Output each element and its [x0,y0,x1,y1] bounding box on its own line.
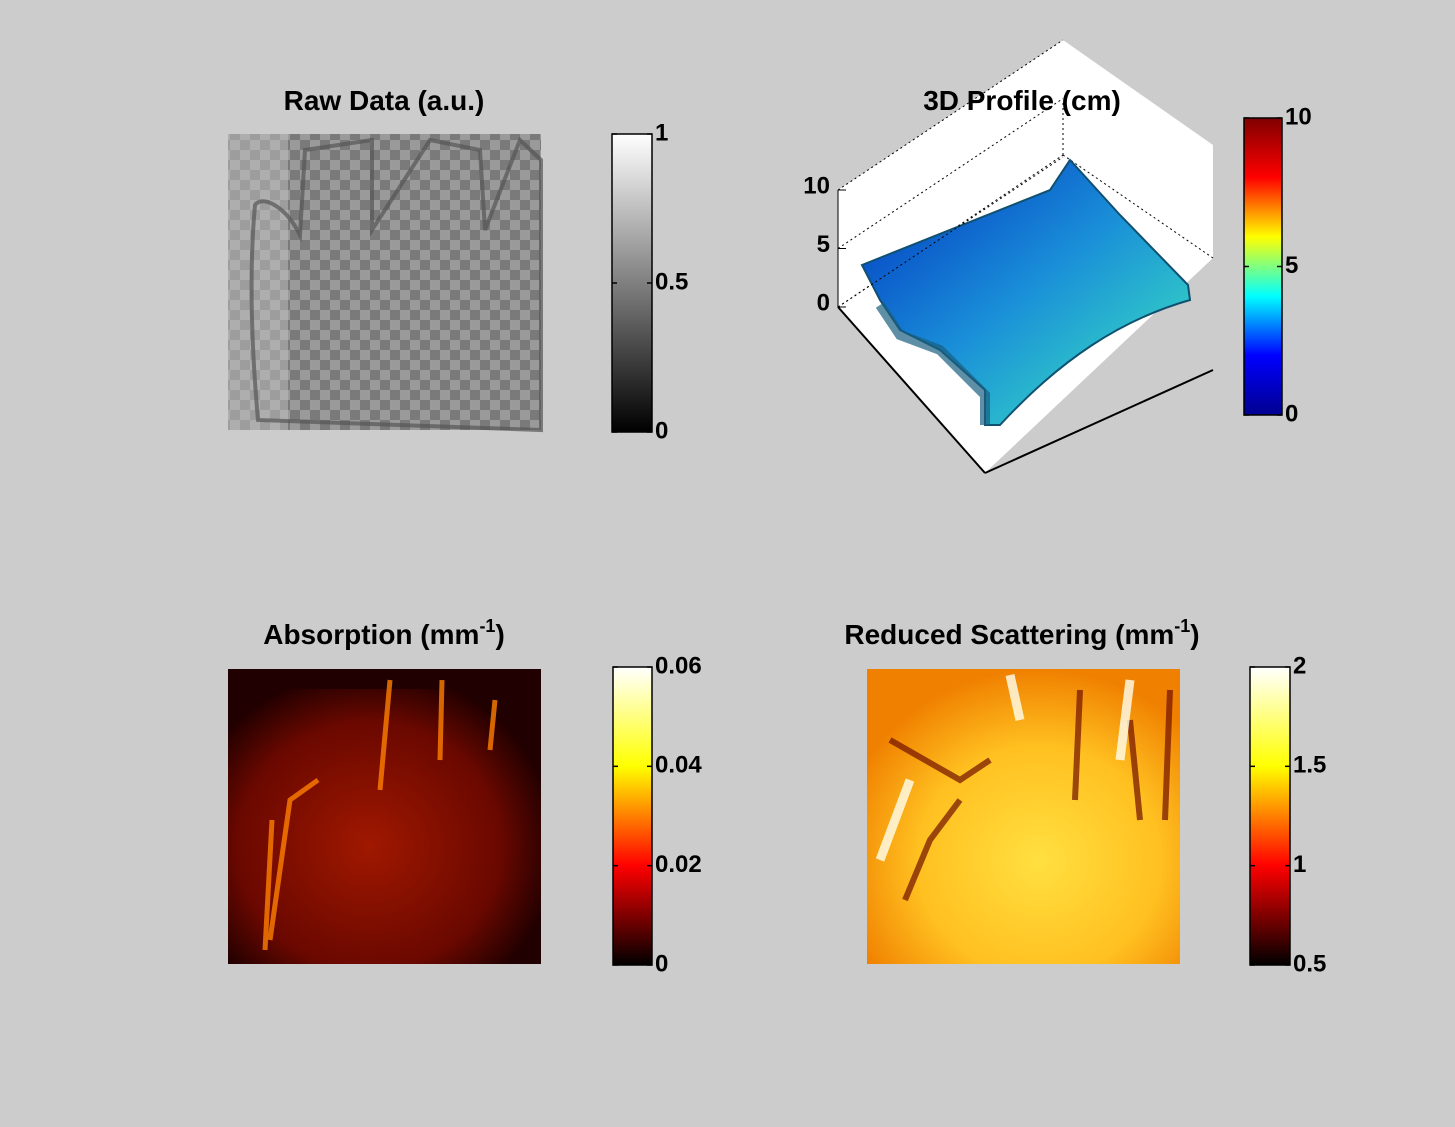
grid-line [837,98,1064,249]
colorbar [611,133,653,433]
colorbar [1243,117,1283,416]
colorbar-tick-label: 0.5 [655,268,688,295]
title-part: -1 [479,616,495,636]
chart-title: Absorption (mm-1) [263,616,505,650]
colorbar-tick-label: 10 [1285,103,1312,130]
z-tick-label: 10 [803,172,830,199]
title-part: Reduced Scattering (mm [844,619,1174,650]
colorbar-tick-label: 0 [655,417,668,444]
z-tick-label: 5 [817,231,830,258]
grid-line [837,156,1064,308]
grid-line [837,39,1064,191]
title-part: ) [495,619,504,650]
colorbar [612,666,653,966]
colorbar-tick-label: 2 [1293,652,1306,679]
colorbar [1249,666,1291,966]
colorbar-tick-label: 0.06 [655,652,702,679]
chart-title: 3D Profile (cm) [923,85,1121,116]
colorbar-tick-label: 0 [1285,400,1298,427]
title-part: 3D Profile (cm) [923,85,1121,116]
colorbar-tick-label: 0.04 [655,752,702,779]
title-part: Raw Data (a.u.) [284,85,485,116]
raw-image [228,134,543,433]
absorption-image [228,669,541,964]
colorbar-tick-label: 0.5 [1293,950,1326,977]
z-tick-label: 0 [817,289,830,316]
colorbar-tick-label: 5 [1285,252,1298,279]
surface [860,158,1192,426]
colorbar-tick-label: 1 [1293,851,1306,878]
title-part: -1 [1174,616,1190,636]
colorbar-tick-label: 0 [655,950,668,977]
colorbar-tick-label: 1.5 [1293,752,1326,779]
colorbar-tick-label: 0.02 [655,851,702,878]
scattering-image [867,669,1180,964]
colorbar-tick-label: 1 [655,119,668,146]
chart-title: Raw Data (a.u.) [284,85,485,116]
title-part: ) [1190,619,1199,650]
chart-title: Reduced Scattering (mm-1) [844,616,1199,650]
title-part: Absorption (mm [263,619,479,650]
